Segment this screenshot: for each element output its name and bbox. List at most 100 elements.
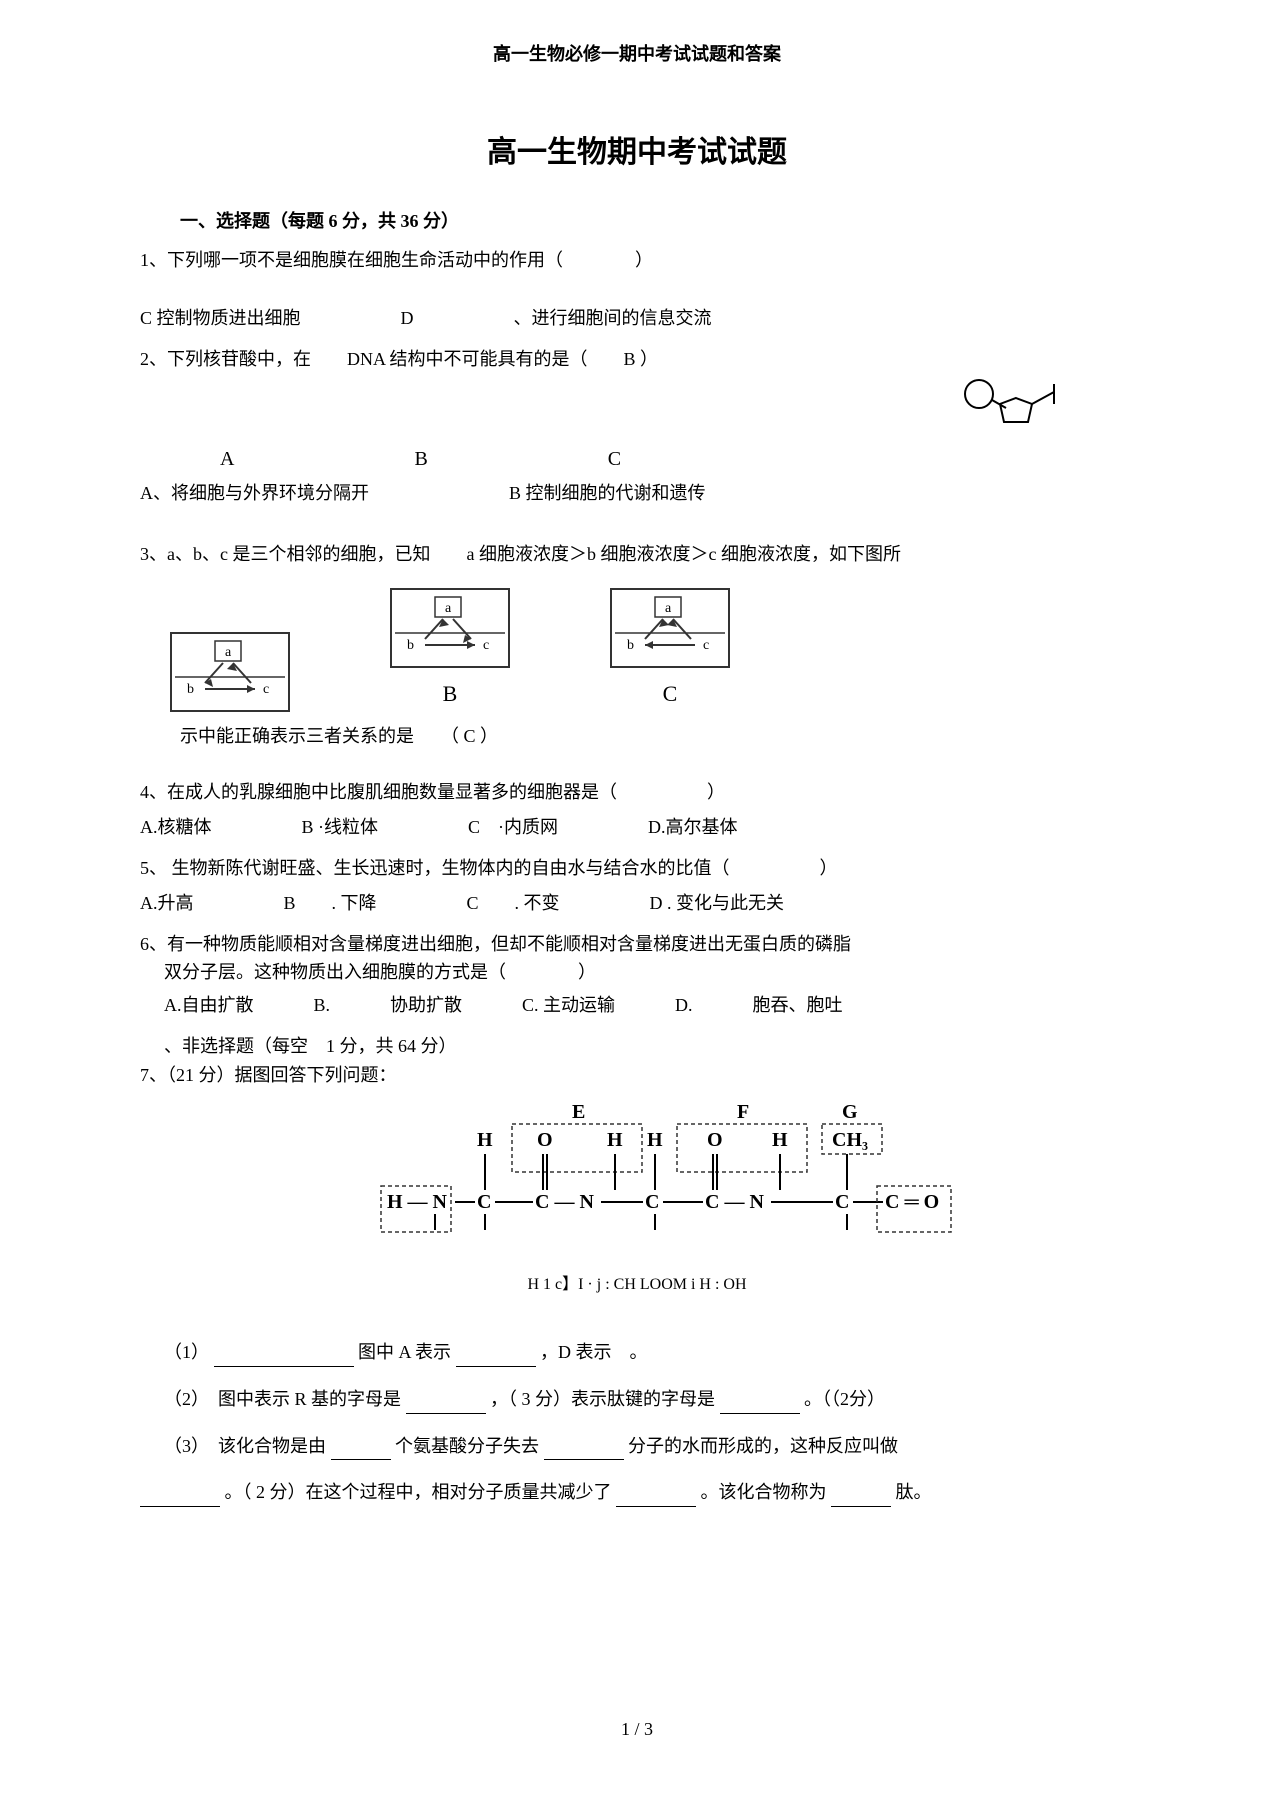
q7-sub1-mid2: ，D 表示 。 (540, 1342, 648, 1362)
q3-diagram-c: a b c C (610, 588, 730, 711)
svg-text:C — N: C — N (705, 1191, 764, 1213)
svg-text:O: O (537, 1129, 553, 1151)
q1-option-d-suffix: 、进行细胞间的信息交流 (514, 304, 712, 333)
q4-option-b: B ·线粒体 (302, 813, 379, 842)
q4-option-a: A.核糖体 (140, 813, 212, 842)
question-3: 3、a、b、c 是三个相邻的细胞，已知 a 细胞液浓度＞b 细胞液浓度＞c 细胞… (140, 540, 1134, 751)
question-4: 4、在成人的乳腺细胞中比腹肌细胞数量显著多的细胞器是（ ） A.核糖体 B ·线… (140, 778, 1134, 842)
svg-text:C — N: C — N (535, 1191, 594, 1213)
q2-label-b: B (414, 443, 427, 475)
blank-field[interactable] (456, 1345, 536, 1367)
question-2: 2、下列核苷酸中，在 DNA 结构中不可能具有的是（ B ） A B C A、将… (140, 345, 1134, 507)
q5-options: A.升高 B . 下降 C . 不变 D . 变化与此无关 (140, 889, 1134, 918)
q2-label-a: A (220, 443, 234, 475)
page-footer: 1 / 3 (0, 1715, 1274, 1744)
svg-text:C: C (645, 1191, 659, 1213)
blank-field[interactable] (331, 1439, 391, 1461)
q7-sub1: （1） 图中 A 表示 ，D 表示 。 (164, 1338, 1134, 1367)
exam-title: 高一生物期中考试试题 (140, 129, 1134, 177)
blank-field[interactable] (720, 1392, 800, 1414)
svg-text:C ═ O: C ═ O (885, 1191, 939, 1213)
q1-option-d-prefix: D (401, 304, 414, 333)
q3-diagrams: a b c a b c (170, 588, 1134, 711)
q5-option-b: B . 下降 (284, 889, 377, 918)
q3-diagram-a: a b c (170, 632, 290, 712)
q5-stem: 5、 生物新陈代谢旺盛、生长迅速时，生物体内的自由水与结合水的比值（ ） (140, 854, 1134, 883)
q7-sub2: （2） 图中表示 R 基的字母是 ，（ 3 分）表示肽键的字母是 。（（2分） (164, 1385, 1134, 1414)
q3-diagram-b: a b c B (390, 588, 510, 711)
q7-sub3-line2: 。（ 2 分）在这个过程中，相对分子质量共减少了 。该化合物称为 肽。 (140, 1478, 1134, 1507)
svg-text:F: F (737, 1101, 749, 1123)
q7-sub2-mid: ，（ 3 分）表示肽键的字母是 (490, 1389, 720, 1409)
q7-sub3-mid1: 个氨基酸分子失去 (395, 1436, 544, 1456)
svg-text:CH₃: CH₃ (832, 1129, 868, 1151)
blank-field[interactable] (831, 1486, 891, 1508)
q3-label-b: B (390, 676, 510, 711)
q6-option-b-prefix: B. (314, 991, 331, 1020)
svg-text:E: E (572, 1101, 585, 1123)
q5-option-d: D . 变化与此无关 (650, 889, 785, 918)
blank-field[interactable] (616, 1486, 696, 1508)
q7-sub3-line2-mid: 。（ 2 分）在这个过程中，相对分子质量共减少了 (225, 1482, 617, 1502)
q7-sub2-tail: 。（（2分） (804, 1389, 885, 1409)
q6-option-b: 协助扩散 (390, 991, 462, 1020)
svg-text:a: a (445, 601, 452, 616)
section2-heading: 、非选择题（每空 1 分，共 64 分） (164, 1032, 1134, 1061)
q6-options: A.自由扩散 B. 协助扩散 C. 主动运输 D. 胞吞、胞吐 (164, 991, 1134, 1020)
svg-text:c: c (483, 638, 489, 653)
q2-abc-labels: A B C (220, 443, 1134, 475)
blank-field[interactable] (544, 1439, 624, 1461)
q2-option-a: A、将细胞与外界环境分隔开 (140, 479, 369, 508)
svg-text:C: C (835, 1191, 849, 1213)
svg-text:H: H (772, 1129, 788, 1151)
svg-text:c: c (263, 682, 269, 697)
q7-sub1-prefix: （1） (164, 1342, 209, 1362)
q6-option-c: C. 主动运输 (522, 991, 615, 1020)
q4-option-d: D.高尔基体 (648, 813, 738, 842)
svg-text:H: H (477, 1129, 493, 1151)
blank-field[interactable] (406, 1392, 486, 1414)
q7-sub3-line2-mid2: 。该化合物称为 (701, 1482, 832, 1502)
section1-heading: 一、选择题（每题 6 分，共 36 分） (180, 207, 1134, 236)
svg-text:H — N: H — N (387, 1191, 448, 1213)
q7-sub2-prefix: （2） 图中表示 R 基的字母是 (164, 1389, 406, 1409)
q2-option-b: B 控制细胞的代谢和遗传 (509, 479, 706, 508)
q6-option-d: 胞吞、胞吐 (753, 991, 843, 1020)
q6-option-d-prefix: D. (675, 991, 693, 1020)
svg-text:H: H (647, 1129, 663, 1151)
q1-stem: 1、下列哪一项不是细胞膜在细胞生命活动中的作用（ ） (140, 246, 1134, 275)
q6-option-a: A.自由扩散 (164, 991, 254, 1020)
q4-stem: 4、在成人的乳腺细胞中比腹肌细胞数量显著多的细胞器是（ ） (140, 778, 1134, 807)
svg-text:a: a (225, 645, 232, 660)
svg-text:a: a (665, 601, 672, 616)
q7-sub3-line2-tail: 肽。 (896, 1482, 932, 1502)
blank-field[interactable] (140, 1486, 220, 1508)
question-1: 1、下列哪一项不是细胞膜在细胞生命活动中的作用（ ） C 控制物质进出细胞 D … (140, 246, 1134, 334)
nucleotide-icon (954, 374, 1074, 443)
svg-text:G: G (842, 1101, 858, 1123)
blank-field[interactable] (214, 1345, 354, 1367)
q2-label-c: C (608, 443, 621, 475)
q7-stem: 7、（21 分）据图回答下列问题： (140, 1061, 1134, 1090)
svg-text:c: c (703, 638, 709, 653)
svg-text:O: O (707, 1129, 723, 1151)
svg-text:b: b (407, 638, 414, 653)
question-7: 7、（21 分）据图回答下列问题： E F G H O H H O H CH₃ (140, 1061, 1134, 1507)
q7-sub3: （3） 该化合物是由 个氨基酸分子失去 分子的水而形成的，这种反应叫做 (164, 1432, 1134, 1461)
peptide-diagram: E F G H O H H O H CH₃ H — N (317, 1100, 957, 1298)
q7-sub3-mid2: 分子的水而形成的，这种反应叫做 (628, 1436, 898, 1456)
q5-option-c: C . 不变 (467, 889, 560, 918)
q6-stem2: 双分子层。这种物质出入细胞膜的方式是（ ） (164, 958, 1134, 987)
svg-text:H: H (607, 1129, 623, 1151)
q1-option-c: C 控制物质进出细胞 (140, 304, 301, 333)
q3-label-c: C (610, 676, 730, 711)
svg-text:C: C (477, 1191, 491, 1213)
q3-stem: 3、a、b、c 是三个相邻的细胞，已知 a 细胞液浓度＞b 细胞液浓度＞c 细胞… (140, 540, 1134, 569)
page-header: 高一生物必修一期中考试试题和答案 (140, 40, 1134, 69)
svg-text:b: b (187, 682, 194, 697)
q3-tail: 示中能正确表示三者关系的是 （ C ） (180, 722, 1134, 751)
question-6: 6、有一种物质能顺相对含量梯度进出细胞，但却不能顺相对含量梯度进出无蛋白质的磷脂… (140, 930, 1134, 1020)
q7-caption: H 1 c】I · j : CH LOOM i H : OH (317, 1272, 957, 1298)
q7-subquestions: （1） 图中 A 表示 ，D 表示 。 （2） 图中表示 R 基的字母是 ，（ … (140, 1338, 1134, 1507)
q5-option-a: A.升高 (140, 889, 194, 918)
